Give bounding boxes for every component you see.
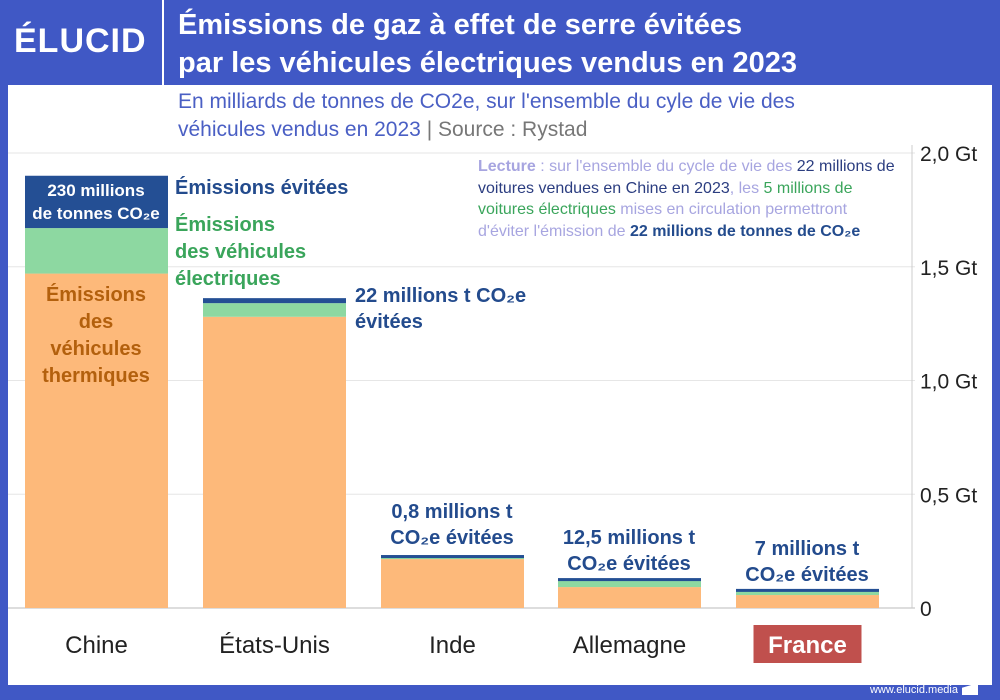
legend-thermal: véhicules (50, 338, 141, 360)
y-tick-label: 0,5 Gt (920, 484, 977, 507)
reading-note: Lecture : sur l'ensemble du cycle de vie… (478, 156, 898, 242)
page-title: Émissions de gaz à effet de serre évitée… (178, 6, 797, 82)
x-tick-label: Allemagne (573, 632, 686, 659)
x-tick-label: États-Unis (219, 632, 330, 659)
legend-electric: Émissions (175, 213, 275, 236)
bar-segment (558, 580, 701, 588)
subtitle-line: En milliards de tonnes de CO2e, sur l'en… (178, 90, 795, 113)
note-highlight: 22 millions de tonnes de CO₂e (629, 222, 861, 240)
bar-label: 230 millions (47, 181, 144, 200)
bar-segment (25, 273, 168, 608)
subtitle-line: véhicules vendus en 2023 (178, 118, 421, 141)
bar-label: de tonnes CO₂e (32, 204, 160, 223)
note-text: : sur l'ensemble du cycle de vie des (535, 158, 797, 175)
title-line: par les véhicules électriques vendus en … (178, 47, 797, 79)
bar-label: 22 millions t CO₂e (355, 285, 526, 307)
bar-label: 0,8 millions t (391, 501, 512, 523)
note-text: mises en circulation permettront d'évite… (478, 201, 848, 240)
bar-segment (381, 555, 524, 559)
bar-segment (25, 175, 168, 229)
separator: | (426, 118, 433, 141)
legend-thermal: Émissions (46, 283, 146, 306)
y-tick-label: 0 (920, 598, 932, 621)
legend-thermal: thermiques (42, 365, 150, 387)
bar-label: 7 millions t (755, 538, 860, 560)
footer-url[interactable]: www.elucid.media (869, 684, 958, 696)
x-tick-label: Chine (65, 632, 128, 659)
bar-segment (558, 587, 701, 608)
note-highlight: 5 millions de voitures électriques (478, 179, 853, 219)
x-tick-label: France (768, 632, 847, 659)
title-line: Émissions de gaz à effet de serre évitée… (178, 9, 743, 41)
bar-segment (25, 228, 168, 274)
legend-avoided: Émissions évitées (175, 176, 348, 199)
x-tick-label: Inde (429, 632, 476, 659)
divider (162, 0, 164, 85)
bar-label: CO₂e évitées (567, 553, 690, 575)
highlight-box (753, 625, 862, 663)
elucid-logo: ÉLUCID (14, 22, 147, 60)
bar-segment (736, 590, 879, 596)
source: Source : Rystad (438, 118, 588, 141)
note-highlight: 22 millions de voitures vendues en Chine… (478, 158, 895, 197)
bar-segment (736, 588, 879, 592)
legend-electric: électriques (175, 268, 281, 290)
bar-segment (736, 595, 879, 608)
bar-label: évitées (355, 311, 423, 333)
bar-segment (203, 303, 346, 317)
bar-label: CO₂e évitées (390, 527, 513, 549)
legend-electric: des véhicules (175, 241, 306, 263)
bar-label: 12,5 millions t (563, 527, 696, 549)
note-lead: Lecture (478, 158, 536, 175)
bar-segment (203, 316, 346, 608)
y-tick-label: 2,0 Gt (920, 143, 977, 166)
bar-label: CO₂e évitées (745, 564, 868, 586)
y-tick-label: 1,0 Gt (920, 371, 977, 394)
y-tick-label: 1,5 Gt (920, 257, 977, 280)
bar-segment (381, 559, 524, 608)
note-text: , les (729, 179, 764, 197)
subtitle: En milliards de tonnes de CO2e, sur l'en… (178, 88, 795, 144)
legend-thermal: des (79, 311, 113, 333)
bar-segment (203, 298, 346, 304)
bar-segment (558, 578, 701, 582)
